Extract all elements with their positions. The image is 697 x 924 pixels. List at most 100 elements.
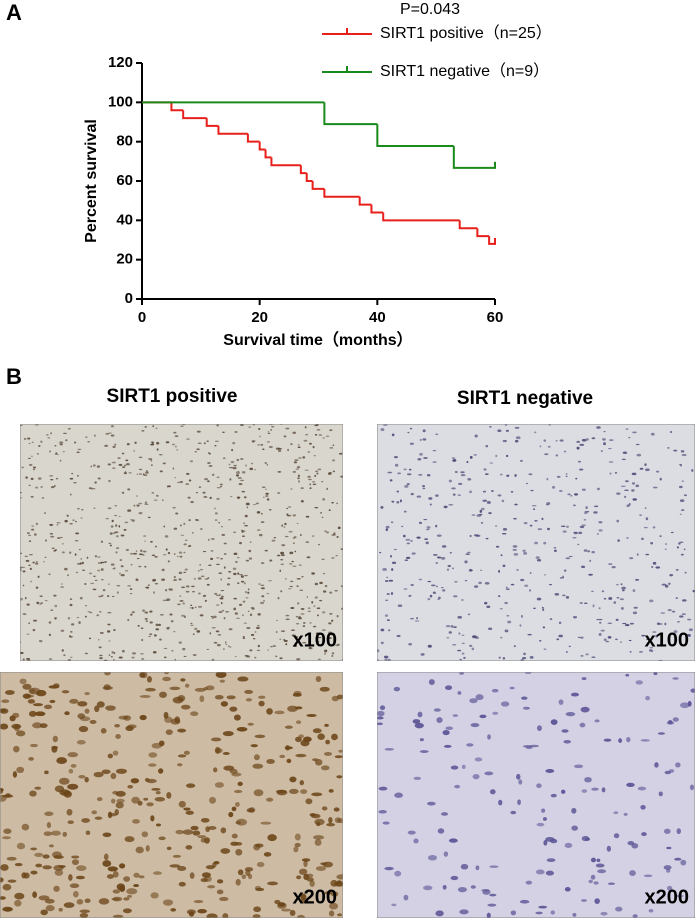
cell-nucleus [28,564,31,567]
cell-nucleus [293,461,298,464]
cell-nucleus [661,583,667,586]
cell-nucleus [541,517,544,521]
cell-nucleus [110,563,115,566]
cell-nucleus [219,485,223,488]
cell-nucleus [407,830,416,835]
cell-nucleus [391,568,394,571]
cell-nucleus [94,579,98,581]
cell-nucleus [506,474,510,477]
cell-nucleus [324,585,328,588]
cell-nucleus [293,644,298,648]
cell-nucleus [438,596,441,600]
cell-nucleus [562,575,565,579]
survival-step [258,141,266,151]
cell-nucleus [165,588,168,592]
cell-nucleus [223,617,226,620]
cell-nucleus [577,636,581,639]
cell-nucleus [114,531,119,534]
cell-nucleus [666,868,671,873]
cell-nucleus [296,466,301,469]
cell-nucleus [76,865,87,871]
cell-nucleus [186,438,190,440]
cell-nucleus [631,482,636,485]
cell-nucleus [418,474,423,476]
cell-nucleus [302,625,306,627]
cell-nucleus [16,842,26,850]
cell-nucleus [419,750,429,753]
cell-nucleus [237,869,244,876]
cell-nucleus [563,569,567,572]
cell-nucleus [190,500,194,504]
cell-nucleus [159,613,164,616]
cell-nucleus [80,517,83,519]
cell-nucleus [292,514,296,517]
cell-nucleus [529,571,532,574]
cell-nucleus [414,722,424,729]
cell-nucleus [69,698,79,704]
cell-nucleus [236,726,248,732]
cell-nucleus [279,569,282,572]
cell-nucleus [202,491,206,494]
cell-nucleus [500,554,503,557]
cell-nucleus [560,525,566,528]
cell-nucleus [64,711,70,716]
cell-nucleus [590,874,596,880]
survival-step [476,228,490,238]
cell-nucleus [63,902,75,908]
cell-nucleus [111,651,114,654]
cell-nucleus [446,637,450,639]
cell-nucleus [429,503,432,506]
cell-nucleus [55,477,59,480]
cell-nucleus [567,493,571,496]
cell-nucleus [70,763,77,768]
cell-nucleus [312,483,317,486]
cell-nucleus [185,483,190,485]
cell-nucleus [664,622,667,626]
cell-nucleus [165,600,169,602]
cell-nucleus [28,484,31,487]
panel-label: B [6,364,22,389]
cell-nucleus [32,561,35,564]
cell-nucleus [470,885,476,889]
survival-step [376,124,454,147]
cell-nucleus [514,440,519,442]
cell-nucleus [112,914,124,918]
cell-nucleus [263,599,265,602]
cell-nucleus [136,558,140,560]
cell-nucleus [175,512,179,515]
cell-nucleus [126,888,138,895]
cell-nucleus [241,490,246,493]
cell-nucleus [529,524,533,527]
cell-nucleus [123,464,127,467]
cell-nucleus [235,471,240,474]
cell-nucleus [562,530,567,533]
cell-nucleus [0,708,7,713]
cell-nucleus [188,479,192,482]
cell-nucleus [52,735,59,743]
cell-nucleus [497,494,502,497]
cell-nucleus [286,758,292,764]
cell-nucleus [328,816,333,824]
cell-nucleus [305,541,310,543]
cell-nucleus [38,639,43,643]
cell-nucleus [138,468,143,471]
cell-nucleus [435,910,444,917]
cell-nucleus [666,721,675,725]
cell-nucleus [411,552,416,555]
cell-nucleus [191,532,194,534]
cell-nucleus [109,532,113,535]
cell-nucleus [315,676,322,683]
cell-nucleus [621,586,626,590]
cell-nucleus [279,754,286,759]
cell-nucleus [211,473,215,476]
cell-nucleus [233,552,238,556]
cell-nucleus [474,534,479,537]
cell-nucleus [502,439,507,443]
image-background [0,672,343,918]
cell-nucleus [223,553,227,555]
cell-nucleus [316,428,321,431]
cell-nucleus [185,810,194,815]
cell-nucleus [223,542,227,545]
cell-nucleus [506,614,510,617]
cell-nucleus [601,590,605,593]
